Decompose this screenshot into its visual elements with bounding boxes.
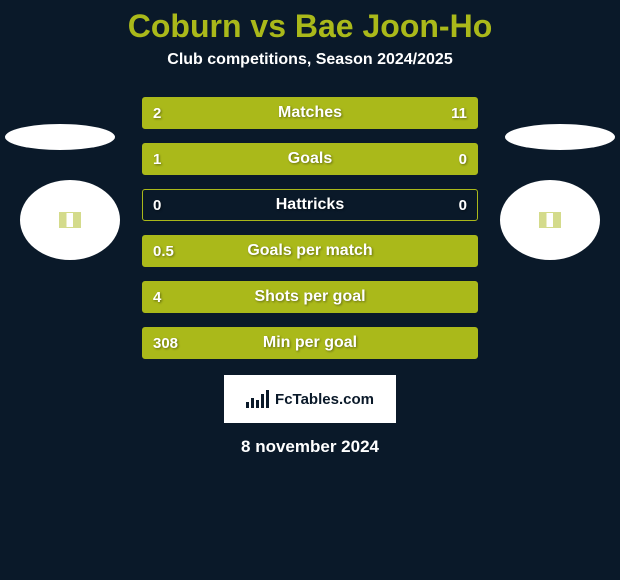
stat-bar: 4Shots per goal <box>142 281 478 313</box>
player-left-ellipse <box>5 124 115 150</box>
flag-icon <box>59 212 81 228</box>
stat-value-right: 0 <box>459 197 467 214</box>
player-left-badge <box>20 180 120 260</box>
comparison-card: Coburn vs Bae Joon-Ho Club competitions,… <box>0 0 620 580</box>
stat-bar: 2Matches11 <box>142 97 478 129</box>
stat-label: Min per goal <box>143 334 477 352</box>
stat-bars: 2Matches111Goals00Hattricks00.5Goals per… <box>142 97 478 359</box>
stat-bar: 0.5Goals per match <box>142 235 478 267</box>
logo-text: FcTables.com <box>275 391 374 408</box>
stat-label: Matches <box>143 104 477 122</box>
flag-icon <box>539 212 561 228</box>
bar-chart-icon <box>246 390 269 408</box>
stat-value-right: 11 <box>451 105 467 122</box>
player-right-badge <box>500 180 600 260</box>
stat-label: Shots per goal <box>143 288 477 306</box>
fctables-logo[interactable]: FcTables.com <box>224 375 396 423</box>
stat-label: Goals <box>143 150 477 168</box>
stat-value-right: 0 <box>459 151 467 168</box>
page-title: Coburn vs Bae Joon-Ho <box>0 8 620 45</box>
stat-label: Hattricks <box>143 196 477 214</box>
stat-bar: 308Min per goal <box>142 327 478 359</box>
player-right-ellipse <box>505 124 615 150</box>
stat-label: Goals per match <box>143 242 477 260</box>
page-subtitle: Club competitions, Season 2024/2025 <box>0 51 620 69</box>
stat-bar: 1Goals0 <box>142 143 478 175</box>
date-label: 8 november 2024 <box>0 437 620 457</box>
stat-bar: 0Hattricks0 <box>142 189 478 221</box>
